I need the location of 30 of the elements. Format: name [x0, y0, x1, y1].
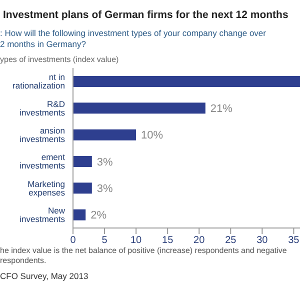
y-tick-label: nt in rationalization: [12, 72, 66, 91]
data-label: 2%: [90, 210, 107, 222]
x-tick-label: 0: [70, 235, 76, 246]
bar: [73, 76, 300, 87]
y-tick-label: Marketing expenses: [28, 178, 66, 198]
text: he index value is the net balance of positive (increase) respondents and negative respondents.: [0, 246, 287, 266]
chart-subtitle: : How will the following investment types of your company change over 2 months in Germany?: [0, 28, 266, 50]
bar: [73, 209, 86, 220]
data-label: 21%: [210, 103, 233, 116]
x-tick-label: 35: [288, 235, 300, 246]
data-label: 3%: [96, 156, 114, 168]
chart-title: Investment plans of German firms for the next 12 months: [3, 9, 288, 21]
text: CFO Survey, May 2013: [0, 271, 88, 281]
x-tick-label: 30: [256, 235, 268, 246]
x-tick-label: 15: [162, 235, 174, 246]
y-tick-label: New investments: [20, 205, 66, 224]
bar: [73, 156, 92, 167]
y-tick-label: ansion investments: [20, 125, 66, 144]
bar: [73, 182, 92, 194]
y-tick-label: R&D investments: [20, 98, 65, 118]
data-label: 10%: [141, 130, 164, 142]
bar: [73, 102, 206, 114]
y-axis-title: ypes of investments (index value): [0, 55, 119, 64]
y-tick-label: ement investments: [20, 152, 66, 171]
data-label: 3%: [96, 183, 114, 196]
x-tick-label: 20: [194, 235, 206, 246]
x-tick-label: 5: [102, 235, 108, 246]
x-tick-label: 25: [225, 235, 237, 246]
x-tick-label: 10: [130, 235, 142, 246]
bar: [73, 129, 136, 140]
